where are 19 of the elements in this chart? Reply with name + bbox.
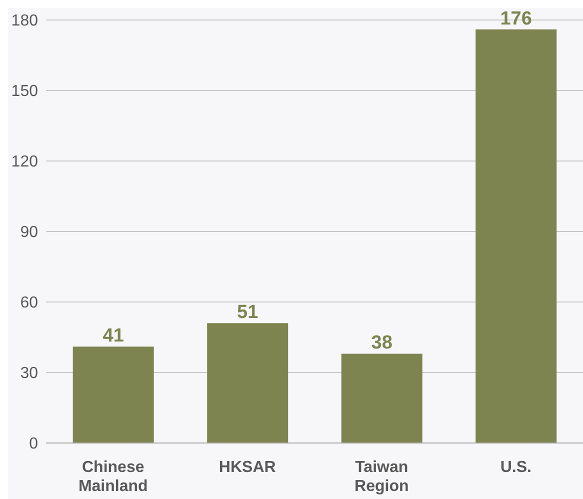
bar xyxy=(476,29,557,443)
x-tick-label: U.S. xyxy=(500,458,532,476)
y-tick-label: 60 xyxy=(20,294,38,312)
bar xyxy=(207,323,288,443)
x-tick-label: HKSAR xyxy=(218,458,276,476)
y-tick-label: 150 xyxy=(11,83,38,100)
data-label: 41 xyxy=(102,326,124,347)
x-tick-label: Taiwan Region xyxy=(354,458,409,495)
y-tick-label: 0 xyxy=(29,436,38,453)
bar xyxy=(72,346,154,443)
y-tick-label: 90 xyxy=(20,224,38,242)
bar xyxy=(341,354,422,443)
y-tick-label: 180 xyxy=(11,12,38,30)
y-tick-label: 30 xyxy=(20,365,38,382)
y-tick-label: 120 xyxy=(11,154,38,171)
data-label: 38 xyxy=(371,332,392,354)
data-label: 176 xyxy=(500,8,532,30)
data-label: 51 xyxy=(237,302,259,324)
x-tick-label: Chinese Mainland xyxy=(78,458,148,495)
